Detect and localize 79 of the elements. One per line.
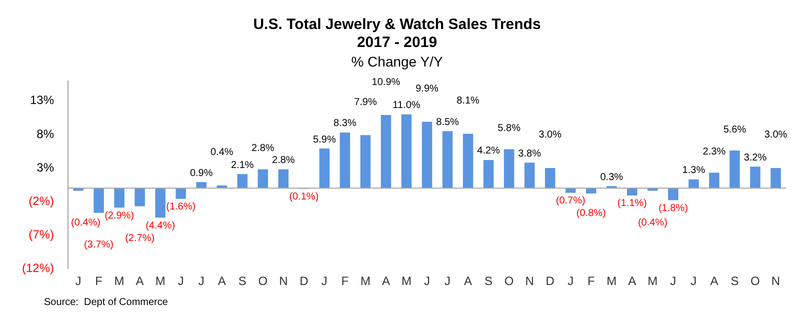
- x-tick-label: S: [730, 274, 739, 288]
- data-label: 4.2%: [477, 146, 500, 157]
- data-label: 3.8%: [518, 148, 542, 160]
- x-tick-label: J: [424, 274, 430, 288]
- x-tick-label: F: [95, 274, 102, 288]
- x-tick-label: J: [75, 274, 82, 288]
- x-tick-label: N: [525, 274, 534, 288]
- data-label: 8.5%: [436, 116, 460, 128]
- data-label: 5.9%: [313, 134, 336, 146]
- data-label: 9.9%: [416, 83, 439, 94]
- data-label: (0.4%): [638, 218, 668, 229]
- data-label: (1.8%): [658, 202, 688, 214]
- data-label: 0.3%: [600, 172, 624, 183]
- x-tick-label: A: [464, 274, 472, 288]
- x-tick-label: J: [321, 274, 328, 288]
- x-tick-label: A: [136, 274, 144, 288]
- data-label: 5.8%: [498, 122, 521, 134]
- data-label: (4.4%): [146, 220, 176, 232]
- x-tick-label: A: [218, 274, 226, 288]
- x-tick-label: S: [484, 274, 493, 288]
- x-tick-label: M: [155, 274, 166, 288]
- x-tick-label: D: [300, 274, 309, 288]
- x-tick-label: N: [771, 274, 780, 288]
- data-label: 3.0%: [538, 130, 562, 141]
- x-tick-label: J: [690, 274, 697, 288]
- data-label: (1.6%): [166, 202, 196, 213]
- x-tick-label: M: [606, 274, 617, 288]
- data-label: 10.9%: [372, 76, 400, 88]
- chart-title: U.S. Total Jewelry & Watch Sales Trends 2017 - 2019: [253, 16, 541, 52]
- data-label: 11.0%: [392, 100, 420, 112]
- data-label: (0.7%): [556, 196, 586, 207]
- data-label: 2.3%: [702, 146, 726, 158]
- x-tick-label: M: [401, 274, 412, 288]
- y-tick-label: 13%: [30, 93, 54, 108]
- data-label: 3.2%: [744, 152, 767, 164]
- data-label: 7.9%: [354, 96, 377, 108]
- x-tick-label: O: [750, 274, 760, 288]
- data-label: (2.9%): [104, 210, 134, 222]
- y-tick-label: 3%: [36, 160, 54, 174]
- data-label: 3.0%: [764, 130, 788, 141]
- y-tick-label: (2%): [28, 194, 54, 208]
- data-label: (3.7%): [84, 240, 114, 251]
- y-tick-label: 8%: [36, 126, 54, 141]
- data-label: (0.1%): [289, 192, 319, 203]
- source-note: Source: Dept of Commerce: [44, 296, 168, 308]
- y-tick-label: (12%): [22, 260, 54, 275]
- x-tick-label: J: [568, 274, 574, 288]
- x-tick-label: A: [382, 274, 390, 288]
- x-tick-label: M: [648, 274, 658, 288]
- x-tick-label: A: [710, 274, 718, 288]
- x-tick-label: O: [258, 274, 268, 288]
- x-tick-label: M: [114, 274, 124, 288]
- data-label: (1.1%): [617, 198, 647, 210]
- x-tick-label: F: [341, 274, 349, 288]
- x-tick-label: J: [198, 274, 204, 288]
- data-label: 1.3%: [682, 165, 706, 176]
- data-label: 5.6%: [723, 124, 746, 136]
- x-tick-label: A: [628, 274, 636, 288]
- data-label: (2.7%): [125, 232, 155, 244]
- x-tick-label: J: [178, 274, 184, 288]
- data-label: 0.4%: [210, 147, 234, 158]
- data-label: 2.8%: [272, 155, 295, 166]
- x-tick-label: D: [546, 274, 555, 288]
- data-label: (0.8%): [576, 208, 606, 220]
- chart-subtitle: % Change Y/Y: [351, 53, 444, 70]
- y-tick-label: (7%): [28, 227, 54, 242]
- data-label: 2.8%: [251, 143, 274, 154]
- data-label: 8.1%: [456, 96, 480, 107]
- data-label: 0.9%: [190, 168, 213, 179]
- x-tick-label: S: [238, 274, 246, 288]
- x-tick-label: J: [444, 274, 451, 288]
- x-tick-label: M: [360, 274, 370, 288]
- data-label: 8.3%: [334, 118, 356, 130]
- data-label: 2.1%: [230, 160, 254, 171]
- x-tick-label: O: [504, 274, 514, 288]
- x-tick-label: N: [279, 274, 288, 288]
- data-label: (0.4%): [71, 218, 100, 229]
- x-tick-label: J: [670, 274, 676, 288]
- x-tick-label: F: [587, 274, 595, 288]
